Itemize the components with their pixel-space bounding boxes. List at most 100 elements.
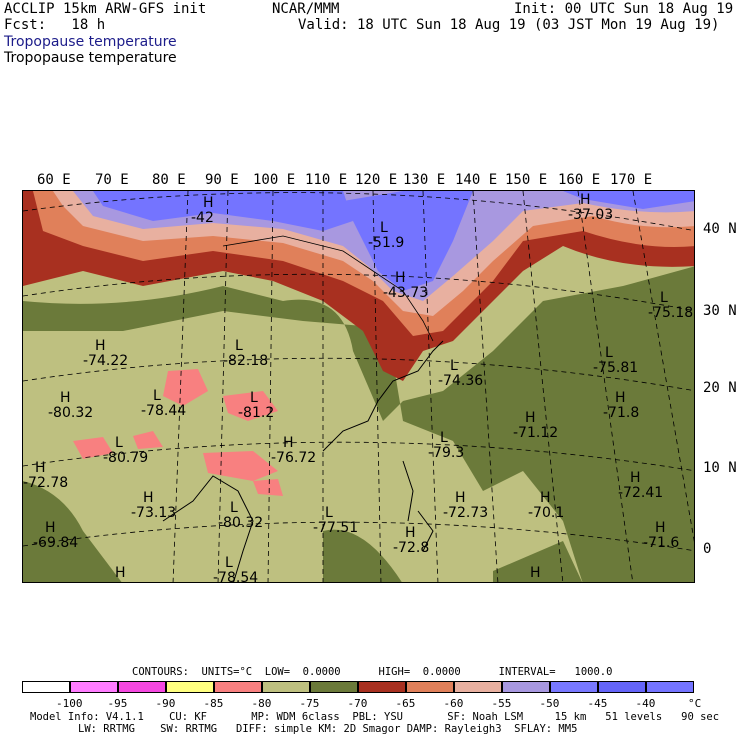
low-marker: L -77.51 bbox=[313, 506, 358, 536]
footer-model-info: Model Info: V4.1.1 CU: KF MP: WDM 6class… bbox=[30, 711, 720, 723]
colorbar-swatch bbox=[406, 681, 454, 693]
colorbar-swatch bbox=[502, 681, 550, 693]
extremum-type: H bbox=[655, 520, 666, 536]
longitude-label: 130 E bbox=[403, 172, 446, 188]
extremum-type: H bbox=[530, 565, 541, 581]
low-marker: L -78.54 bbox=[213, 556, 258, 583]
extremum-type: H bbox=[115, 565, 126, 581]
latitude-label: 20 N bbox=[703, 380, 737, 396]
extremum-type: L bbox=[230, 500, 238, 516]
low-marker: L -80.79 bbox=[103, 436, 148, 466]
extremum-type: H bbox=[45, 520, 56, 536]
colorbar-label: -80 bbox=[251, 697, 272, 710]
colorbar-label: °C bbox=[688, 697, 702, 710]
extremum-type: H bbox=[95, 338, 106, 354]
tropopause-temperature-map bbox=[23, 191, 694, 582]
high-marker: H -72.78 bbox=[23, 461, 68, 491]
latitude-label: 10 N bbox=[703, 460, 737, 476]
high-marker: H -43.73 bbox=[383, 271, 428, 301]
colorbar-swatch bbox=[646, 681, 694, 693]
extremum-value: -80.32 bbox=[218, 515, 264, 531]
extremum-type: H bbox=[395, 270, 406, 286]
low-marker: L -81.2 bbox=[238, 391, 274, 421]
extremum-value: -79.3 bbox=[428, 445, 465, 461]
high-marker: H -73.13 bbox=[131, 491, 176, 521]
extremum-type: H bbox=[405, 525, 416, 541]
extremum-type: H bbox=[630, 470, 641, 486]
high-marker: H -74.22 bbox=[83, 339, 128, 369]
extremum-type: H bbox=[35, 460, 46, 476]
extremum-value: -75.18 bbox=[648, 305, 694, 321]
extremum-value: -71.8 bbox=[603, 405, 640, 421]
longitude-label: 80 E bbox=[152, 172, 186, 188]
extremum-type: L bbox=[250, 390, 258, 406]
extremum-value: -74.36 bbox=[438, 373, 484, 389]
extremum-type: L bbox=[325, 505, 333, 521]
high-marker: H -71.8 bbox=[603, 391, 639, 421]
longitude-label: 120 E bbox=[355, 172, 398, 188]
longitude-label: 70 E bbox=[95, 172, 129, 188]
longitude-label: 170 E bbox=[610, 172, 653, 188]
header-forecast: Fcst: 18 h bbox=[4, 17, 106, 33]
high-marker: H -37.03 bbox=[568, 193, 613, 223]
high-marker: H -72.8 bbox=[393, 526, 429, 556]
extremum-type: H bbox=[540, 490, 551, 506]
extremum-value: -43.73 bbox=[383, 285, 429, 301]
extremum-type: L bbox=[153, 388, 161, 404]
colorbar-swatch bbox=[310, 681, 358, 693]
low-marker: L -51.9 bbox=[368, 221, 404, 251]
map-panel: H -42 L -51.9 H -37.03 H -43.73 L -75.18 H -74.22 L -… bbox=[22, 190, 695, 583]
high-marker: H -72.41 bbox=[618, 471, 663, 501]
extremum-type: L bbox=[450, 358, 458, 374]
extremum-value: -81.2 bbox=[238, 405, 275, 421]
extremum-value: -72.78 bbox=[23, 475, 69, 491]
header-valid: Valid: 18 UTC Sun 18 Aug 19 (03 JST Mon … bbox=[298, 17, 720, 33]
colorbar-swatch bbox=[214, 681, 262, 693]
extremum-value: -72.8 bbox=[393, 540, 430, 556]
colorbar-swatch bbox=[550, 681, 598, 693]
longitude-label: 140 E bbox=[455, 172, 498, 188]
high-marker: H -76.72 bbox=[271, 436, 316, 466]
latitude-label: 0 bbox=[703, 541, 712, 557]
extremum-type: H bbox=[615, 390, 626, 406]
header-title: ACCLIP 15km ARW-GFS init bbox=[4, 1, 207, 17]
high-marker: H -80.32 bbox=[48, 391, 93, 421]
colorbar-label: -70 bbox=[347, 697, 368, 710]
extremum-type: L bbox=[115, 435, 123, 451]
colorbar-label: -85 bbox=[203, 697, 224, 710]
extremum-value: -42 bbox=[191, 210, 214, 226]
extremum-value: -76.72 bbox=[271, 450, 317, 466]
contours-info: CONTOURS: UNITS=°C LOW= 0.0000 HIGH= 0.0… bbox=[132, 666, 613, 678]
extremum-value: -71.12 bbox=[513, 425, 559, 441]
colorbar-label: -100 bbox=[56, 697, 83, 710]
extremum-value: -78.54 bbox=[213, 570, 259, 583]
high-marker: H -42 bbox=[191, 196, 214, 226]
longitude-label: 160 E bbox=[558, 172, 601, 188]
colorbar-swatch bbox=[598, 681, 646, 693]
low-marker: L -79.3 bbox=[428, 431, 464, 461]
low-marker: L -82.18 bbox=[223, 339, 268, 369]
low-marker: L -75.81 bbox=[593, 346, 638, 376]
colorbar-swatch bbox=[118, 681, 166, 693]
longitude-label: 110 E bbox=[305, 172, 348, 188]
colorbar-swatch bbox=[262, 681, 310, 693]
colorbar-label: -90 bbox=[155, 697, 176, 710]
longitude-label: 60 E bbox=[37, 172, 71, 188]
colorbar-label: -55 bbox=[491, 697, 512, 710]
colorbar-label: -50 bbox=[539, 697, 560, 710]
header-init: Init: 00 UTC Sun 18 Aug 19 bbox=[514, 1, 734, 17]
colorbar-label: -75 bbox=[299, 697, 320, 710]
longitude-label: 150 E bbox=[505, 172, 548, 188]
colorbar-swatch bbox=[166, 681, 214, 693]
colorbar-label: -60 bbox=[443, 697, 464, 710]
extremum-value: -51.9 bbox=[368, 235, 405, 251]
high-marker: H -71.12 bbox=[513, 411, 558, 441]
extremum-type: L bbox=[605, 345, 613, 361]
colorbar-label: -95 bbox=[107, 697, 128, 710]
colorbar-label: -40 bbox=[635, 697, 656, 710]
latitude-label: 30 N bbox=[703, 303, 737, 319]
low-marker: L -80.32 bbox=[218, 501, 263, 531]
extremum-value: -78.44 bbox=[141, 403, 187, 419]
extremum-type: H bbox=[203, 195, 214, 211]
extremum-type: H bbox=[455, 490, 466, 506]
